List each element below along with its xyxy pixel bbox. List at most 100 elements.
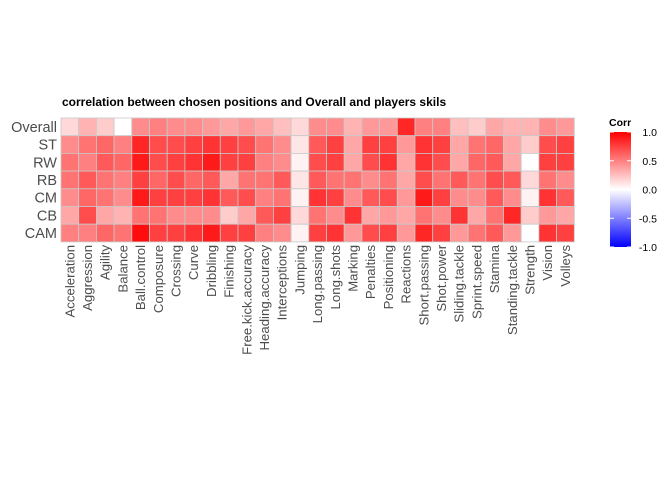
heatmap-cell-ST-Ball.control xyxy=(131,135,150,154)
color-legend: Corr 1.0 0.5 0.0 -0.5 -1.0 xyxy=(609,117,657,254)
heatmap-cell-CAM-Free.kick.accuracy xyxy=(237,223,257,243)
heatmap-cell-ST-Acceleration xyxy=(60,135,80,154)
heatmap-cell-Overall-Volleys xyxy=(556,117,575,137)
heatmap-cell-RB-Agility xyxy=(96,170,115,190)
heatmap-cell-RW-Acceleration xyxy=(60,152,80,172)
heatmap-cell-CAM-Positioning xyxy=(379,223,398,243)
heatmap-cell-RW-Aggression xyxy=(78,152,97,172)
x-label-Long.shots: Long.shots xyxy=(328,245,343,310)
x-label-Sprint.speed: Sprint.speed xyxy=(469,245,484,319)
x-label-Balance: Balance xyxy=(115,245,130,293)
heatmap-cell-CM-Vision xyxy=(538,188,558,207)
heatmap-cell-RW-Composure xyxy=(149,152,168,172)
x-label-Reactions: Reactions xyxy=(399,245,414,304)
heatmap-cell-CB-Strength xyxy=(520,206,540,225)
heatmap-cell-RB-Dribbling xyxy=(202,170,221,190)
heatmap-cell-CAM-Long.shots xyxy=(326,223,345,243)
heatmap-cell-CB-Acceleration xyxy=(60,206,80,225)
heatmap-cell-ST-Crossing xyxy=(166,135,186,154)
x-label-Curve: Curve xyxy=(186,245,201,280)
y-label-CAM: CAM xyxy=(25,226,57,242)
chart-title: correlation between chosen positions and… xyxy=(62,95,446,109)
heatmap-cell-CAM-Crossing xyxy=(166,223,186,243)
x-label-Strength: Strength xyxy=(523,245,538,295)
heatmap-cell-ST-Reactions xyxy=(396,135,416,154)
heatmap-cell-RW-Ball.control xyxy=(131,152,150,172)
x-label-Ball.control: Ball.control xyxy=(133,245,148,310)
heatmap-cell-ST-Penalties xyxy=(361,135,380,154)
heatmap-cell-RB-Shot.power xyxy=(432,170,451,190)
heatmap-cell-CB-Heading.accuracy xyxy=(255,206,274,225)
heatmap-cell-RB-Balance xyxy=(113,170,133,190)
heatmap-cell-Overall-Strength xyxy=(520,117,540,137)
heatmap-cell-ST-Interceptions xyxy=(272,135,292,154)
heatmap-cell-CB-Curve xyxy=(184,206,203,225)
heatmap-cell-ST-Heading.accuracy xyxy=(255,135,274,154)
heatmap-cell-CAM-Vision xyxy=(538,223,558,243)
heatmap-cell-ST-Sliding.tackle xyxy=(449,135,469,154)
heatmap-cell-CM-Balance xyxy=(113,188,133,207)
heatmap-cell-CB-Aggression xyxy=(78,206,97,225)
heatmap-cell-Overall-Composure xyxy=(149,117,168,137)
heatmap-cell-CAM-Short.passing xyxy=(414,223,434,243)
heatmap-cell-CAM-Standing.tackle xyxy=(503,223,522,243)
legend-label: -0.5 xyxy=(639,213,657,225)
heatmap-cell-Overall-Positioning xyxy=(379,117,398,137)
x-label-Volleys: Volleys xyxy=(558,245,573,287)
heatmap-cell-CM-Long.passing xyxy=(308,188,327,207)
heatmap-cell-CB-Finishing xyxy=(219,206,239,225)
heatmap-cell-RB-Reactions xyxy=(396,170,416,190)
heatmap-cell-CM-Marking xyxy=(343,188,363,207)
legend-label: -1.0 xyxy=(639,242,657,254)
heatmap-cell-Overall-Heading.accuracy xyxy=(255,117,274,137)
heatmap-cell-RB-Penalties xyxy=(361,170,380,190)
heatmap-cell-RW-Positioning xyxy=(379,152,398,172)
legend-label: 0.5 xyxy=(642,156,657,168)
x-label-Stamina: Stamina xyxy=(487,244,502,293)
legend-color-bar xyxy=(610,132,631,247)
heatmap-cell-Overall-Agility xyxy=(96,117,115,137)
heatmap-cell-CM-Composure xyxy=(149,188,168,207)
x-label-Shot.power: Shot.power xyxy=(434,244,449,311)
heatmap-cell-CAM-Shot.power xyxy=(432,223,451,243)
legend-title: Corr xyxy=(609,117,631,129)
heatmap-cell-CB-Long.passing xyxy=(308,206,327,225)
heatmap-cell-RW-Strength xyxy=(520,152,540,172)
heatmap-cell-CB-Shot.power xyxy=(432,206,451,225)
heatmap-cell-CM-Short.passing xyxy=(414,188,434,207)
heatmap-cell-RW-Long.shots xyxy=(326,152,345,172)
heatmap-cell-CAM-Stamina xyxy=(485,223,504,243)
heatmap-cell-RB-Composure xyxy=(149,170,168,190)
heatmap-cell-RB-Short.passing xyxy=(414,170,434,190)
heatmap-cell-CM-Dribbling xyxy=(202,188,221,207)
heatmap-cell-ST-Jumping xyxy=(290,135,310,154)
heatmap-cell-RB-Interceptions xyxy=(272,170,292,190)
heatmap-cell-CB-Crossing xyxy=(166,206,186,225)
heatmap-cell-CAM-Interceptions xyxy=(272,223,292,243)
heatmap-cell-Overall-Curve xyxy=(184,117,203,137)
heatmap-cell-CAM-Curve xyxy=(184,223,203,243)
x-label-Positioning: Positioning xyxy=(381,245,396,310)
heatmap-cell-CB-Interceptions xyxy=(272,206,292,225)
heatmap-cell-Overall-Standing.tackle xyxy=(503,117,522,137)
heatmap-cell-RW-Reactions xyxy=(396,152,416,172)
heatmap-cell-Overall-Long.shots xyxy=(326,117,345,137)
heatmap-cell-ST-Shot.power xyxy=(432,135,451,154)
heatmap-cell-RB-Aggression xyxy=(78,170,97,190)
heatmap-cell-CM-Stamina xyxy=(485,188,504,207)
heatmap-cell-Overall-Free.kick.accuracy xyxy=(237,117,257,137)
heatmap-cell-CM-Standing.tackle xyxy=(503,188,522,207)
heatmap-cell-RB-Vision xyxy=(538,170,558,190)
x-label-Crossing: Crossing xyxy=(169,245,184,297)
heatmap-cell-ST-Free.kick.accuracy xyxy=(237,135,257,154)
heatmap-cell-CM-Long.shots xyxy=(326,188,345,207)
heatmap-cell-RW-Stamina xyxy=(485,152,504,172)
heatmap-cell-CAM-Volleys xyxy=(556,223,575,243)
heatmap-cell-RB-Standing.tackle xyxy=(503,170,522,190)
heatmap-cell-CM-Penalties xyxy=(361,188,380,207)
heatmap-cell-ST-Vision xyxy=(538,135,558,154)
heatmap-cell-RW-Vision xyxy=(538,152,558,172)
heatmap-cell-RB-Finishing xyxy=(219,170,239,190)
x-label-Long.passing: Long.passing xyxy=(310,245,325,323)
heatmap-cell-CM-Free.kick.accuracy xyxy=(237,188,257,207)
